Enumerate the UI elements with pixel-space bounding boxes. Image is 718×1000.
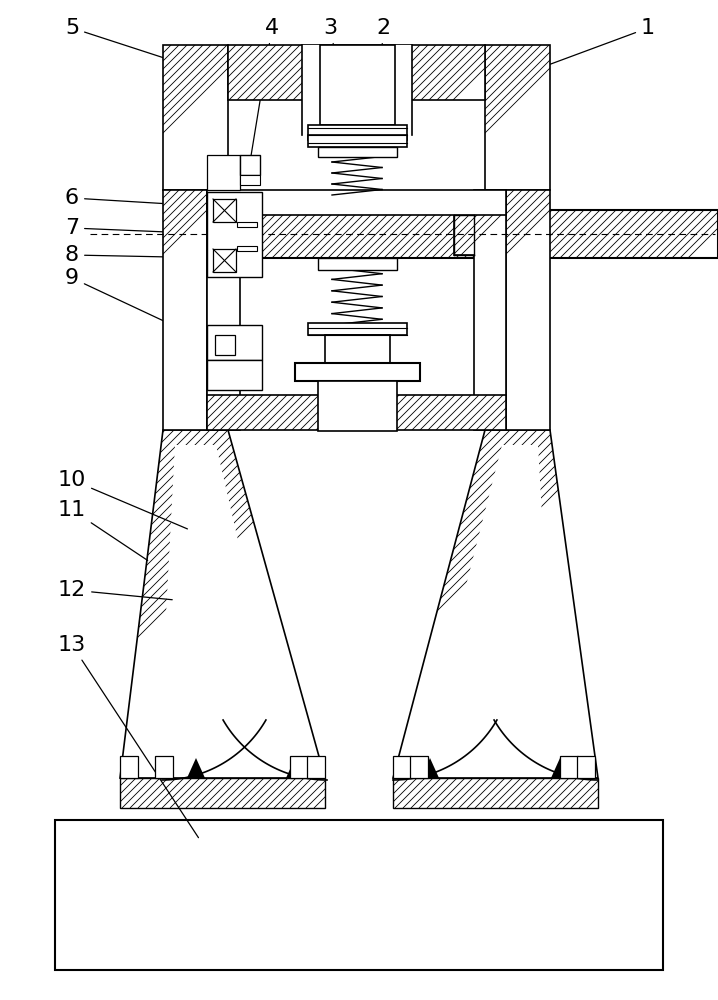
Bar [308,135,407,147]
Polygon shape [393,778,598,808]
Bar [577,756,595,778]
Polygon shape [240,210,718,258]
Bar [213,199,236,222]
Text: 10: 10 [58,470,187,529]
Bar [302,45,412,135]
Text: 13: 13 [58,635,198,838]
Text: 11: 11 [58,500,148,560]
Bar [560,756,578,778]
Bar [240,175,260,185]
Bar [155,756,173,778]
Bar [307,756,325,778]
Polygon shape [163,45,228,190]
Polygon shape [506,190,550,430]
Text: 12: 12 [58,580,172,600]
Polygon shape [551,758,569,778]
Text: 3: 3 [323,18,356,157]
Polygon shape [286,758,304,778]
Polygon shape [485,45,550,190]
Bar [318,258,397,270]
Bar [318,147,397,157]
Text: 5: 5 [65,18,192,67]
Bar [325,335,390,363]
Polygon shape [207,190,260,430]
Bar [308,323,407,335]
Polygon shape [120,778,325,808]
Bar [237,246,257,251]
Polygon shape [158,445,290,765]
Text: 6: 6 [65,188,218,208]
Text: 8: 8 [65,245,218,265]
Bar [55,820,663,970]
Bar [207,190,506,215]
Bar [237,222,257,227]
Bar [393,756,411,778]
Bar [410,756,428,778]
Bar [320,45,395,125]
Text: 9: 9 [65,268,213,344]
Bar [318,381,397,431]
Bar [207,155,240,190]
Bar [207,325,262,360]
Bar [215,335,235,355]
Bar [207,192,262,277]
Bar [207,360,262,390]
Polygon shape [421,758,439,778]
Polygon shape [120,430,325,778]
Text: 1: 1 [543,18,655,67]
Polygon shape [187,758,205,778]
Polygon shape [393,430,598,778]
Bar [295,363,420,381]
Bar [290,756,308,778]
Bar [120,756,138,778]
Polygon shape [228,45,485,100]
Bar [240,155,260,175]
Bar [213,249,236,272]
Polygon shape [420,445,556,765]
Text: 7: 7 [65,218,213,238]
Polygon shape [163,190,207,430]
Polygon shape [207,395,506,430]
Polygon shape [454,190,506,430]
Bar [308,125,407,140]
Text: 2: 2 [376,18,390,87]
Text: 4: 4 [251,18,279,159]
